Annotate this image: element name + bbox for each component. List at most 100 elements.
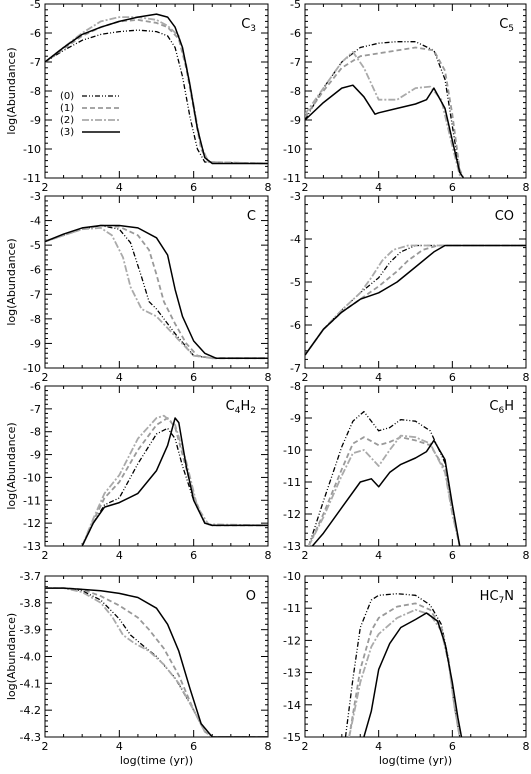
x-tick-label: 8 xyxy=(523,181,530,194)
y-tick-label: -3.7 xyxy=(20,570,41,583)
panel-7: 2 4 6 8 -15 -14 -13 -12 -11 -10 HC7N log(time (yr)) xyxy=(283,570,529,767)
y-axis-label: log(Abundance) xyxy=(5,238,18,325)
series-line-0 xyxy=(81,427,268,546)
y-tick-label: -11 xyxy=(23,172,41,185)
x-tick-label: 8 xyxy=(265,740,272,753)
x-tick-label: 6 xyxy=(449,740,456,753)
x-axis-label: log(time (yr)) xyxy=(379,754,452,767)
y-tick-label: -11 xyxy=(283,476,301,489)
y-tick-label: -3 xyxy=(30,190,41,203)
x-tick-label: 8 xyxy=(265,181,272,194)
series-line-0 xyxy=(305,41,464,178)
y-tick-label: -13 xyxy=(283,540,301,553)
x-tick-label: 4 xyxy=(116,549,123,562)
series-line-2 xyxy=(305,51,464,178)
series-line-2 xyxy=(307,434,461,546)
series-line-2 xyxy=(45,16,268,165)
series-line-1 xyxy=(307,436,461,546)
x-tick-label: 2 xyxy=(42,181,49,194)
series-line-0 xyxy=(344,593,461,737)
x-tick-label: 2 xyxy=(302,181,309,194)
series-line-2 xyxy=(305,244,526,356)
plot-frame xyxy=(44,195,269,369)
y-tick-label: -9 xyxy=(290,412,301,425)
series-line-1 xyxy=(81,417,268,546)
series-line-1 xyxy=(305,244,526,356)
x-tick-label: 4 xyxy=(375,181,382,194)
y-axis-label: log(Abundance) xyxy=(5,422,18,509)
x-tick-label: 4 xyxy=(375,371,382,384)
species-label: O xyxy=(246,589,256,604)
x-tick-label: 8 xyxy=(265,371,272,384)
series-line-0 xyxy=(45,587,268,737)
panel-1: 2 4 6 8 -11 -10 -9 -8 -7 -6 -5 C5 xyxy=(283,0,529,194)
series-line-3 xyxy=(45,224,268,359)
y-tick-label: -15 xyxy=(283,731,301,744)
panel-5: 2 4 6 8 -13 -12 -11 -10 -9 -8 C6H xyxy=(283,380,529,562)
y-tick-label: -10 xyxy=(283,143,301,156)
y-tick-label: -10 xyxy=(23,362,41,375)
y-tick-label: -4.1 xyxy=(20,677,41,690)
y-tick-label: -11 xyxy=(283,602,301,615)
series-line-3 xyxy=(305,84,465,178)
x-tick-label: 4 xyxy=(116,740,123,753)
y-tick-label: -9 xyxy=(30,449,41,462)
species-label: C4H2 xyxy=(226,399,256,416)
series-line-0 xyxy=(305,244,526,356)
y-tick-label: -4.0 xyxy=(20,651,41,664)
y-tick-label: -4 xyxy=(290,233,301,246)
legend-label: (3) xyxy=(60,127,74,138)
y-tick-label: -8 xyxy=(290,85,301,98)
y-tick-label: -5 xyxy=(30,239,41,252)
series-line-1 xyxy=(348,602,461,737)
x-tick-label: 4 xyxy=(116,371,123,384)
y-tick-label: -4.3 xyxy=(20,731,41,744)
y-tick-label: -6 xyxy=(30,380,41,393)
x-tick-label: 4 xyxy=(116,181,123,194)
series-line-1 xyxy=(45,224,268,360)
x-tick-label: 2 xyxy=(302,549,309,562)
y-tick-label: -5 xyxy=(290,0,301,11)
y-tick-label: -7 xyxy=(290,362,301,375)
x-tick-label: 6 xyxy=(190,549,197,562)
series-line-3 xyxy=(45,13,268,165)
y-tick-label: -7 xyxy=(30,288,41,301)
x-tick-label: 2 xyxy=(302,371,309,384)
x-tick-label: 2 xyxy=(42,740,49,753)
y-tick-label: -4.2 xyxy=(20,704,41,717)
series-line-3 xyxy=(311,439,461,546)
y-tick-label: -8 xyxy=(30,313,41,326)
y-tick-label: -10 xyxy=(283,444,301,457)
series-line-3 xyxy=(45,587,268,737)
species-label: C xyxy=(247,209,256,224)
y-tick-label: -8 xyxy=(290,380,301,393)
y-tick-label: -8 xyxy=(30,426,41,439)
x-tick-label: 8 xyxy=(523,371,530,384)
y-tick-label: -5 xyxy=(30,0,41,11)
series-line-1 xyxy=(305,46,465,178)
y-tick-label: -5 xyxy=(290,276,301,289)
y-tick-label: -3 xyxy=(290,190,301,203)
x-tick-label: 6 xyxy=(449,371,456,384)
panel-6: 2 4 6 8 -4.3 -4.2 -4.1 -4.0 -3.9 -3.8 -3.7 Olog(Abu… xyxy=(5,570,272,767)
x-tick-label: 2 xyxy=(42,549,49,562)
series-line-1 xyxy=(45,19,268,165)
species-label: HC7N xyxy=(480,589,514,606)
y-tick-label: -6 xyxy=(290,27,301,40)
y-axis-label: log(Abundance) xyxy=(5,47,18,134)
x-tick-label: 4 xyxy=(375,549,382,562)
y-tick-label: -9 xyxy=(30,337,41,350)
y-tick-label: -4 xyxy=(30,215,41,228)
species-label: CO xyxy=(495,209,514,224)
y-axis-label: log(Abundance) xyxy=(5,613,18,700)
y-tick-label: -7 xyxy=(30,403,41,416)
series-line-1 xyxy=(45,587,268,737)
series-line-2 xyxy=(81,414,268,546)
x-tick-label: 4 xyxy=(375,740,382,753)
y-tick-label: -12 xyxy=(283,634,301,647)
y-tick-label: -8 xyxy=(30,85,41,98)
x-axis-label: log(time (yr)) xyxy=(120,754,193,767)
y-tick-label: -9 xyxy=(30,114,41,127)
